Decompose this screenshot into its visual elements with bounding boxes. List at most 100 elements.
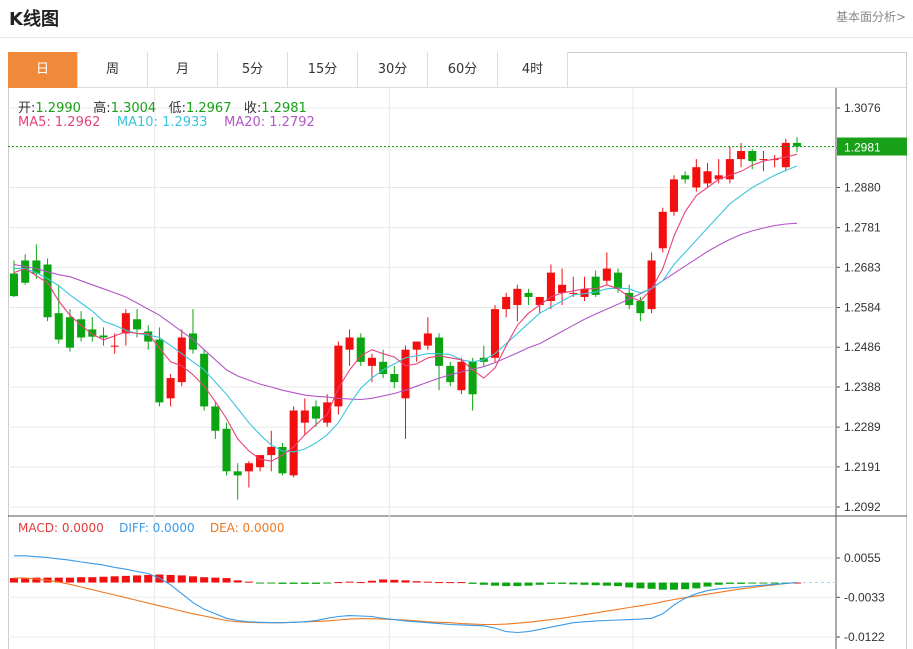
macd-bar bbox=[200, 577, 209, 583]
low-value: 1.2967 bbox=[185, 101, 232, 116]
tab-day[interactable]: 日 bbox=[8, 52, 78, 88]
price-axis: 1.30761.29781.28801.27811.26831.25841.24… bbox=[8, 101, 907, 644]
candle-body bbox=[703, 171, 712, 184]
candle-body bbox=[725, 159, 734, 180]
macd-bar bbox=[256, 582, 265, 584]
candle-body bbox=[356, 337, 365, 362]
macd-info-row: MACD: 0.0000 DIFF: 0.0000 DEA: 0.0000 bbox=[18, 521, 285, 535]
tab-15min[interactable]: 15分 bbox=[288, 52, 358, 88]
macd-bar bbox=[591, 582, 600, 586]
macd-bar bbox=[401, 580, 410, 583]
macd-bar bbox=[490, 582, 500, 586]
candle-body bbox=[9, 273, 19, 297]
macd-bar bbox=[267, 582, 276, 584]
macd-bar bbox=[535, 582, 544, 585]
candle-body bbox=[21, 260, 30, 283]
macd-bar bbox=[770, 582, 779, 584]
candle-body bbox=[256, 455, 265, 468]
candle-body bbox=[323, 402, 332, 423]
candle-body bbox=[636, 301, 645, 314]
open-value: 1.2990 bbox=[35, 101, 81, 116]
price-tick-label: 1.2683 bbox=[844, 260, 881, 274]
macd-bar bbox=[647, 582, 656, 589]
macd-bar bbox=[412, 581, 421, 583]
macd-bar bbox=[546, 582, 555, 584]
diff-value: DIFF: 0.0000 bbox=[119, 521, 195, 535]
candle-body bbox=[513, 288, 522, 306]
macd-bar bbox=[99, 576, 108, 583]
chart-grid bbox=[8, 88, 907, 649]
candle-body bbox=[558, 284, 567, 293]
macd-bar bbox=[468, 582, 477, 584]
tab-5min[interactable]: 5分 bbox=[218, 52, 288, 88]
candle-body bbox=[401, 349, 410, 399]
macd-value: MACD: 0.0000 bbox=[18, 521, 104, 535]
tab-30min[interactable]: 30分 bbox=[358, 52, 428, 88]
ma20-line bbox=[13, 222, 798, 401]
macd-bar bbox=[513, 582, 522, 587]
macd-series bbox=[9, 555, 836, 634]
candle-body bbox=[737, 150, 746, 160]
price-tick-label: 1.3076 bbox=[844, 101, 881, 115]
candle-body bbox=[177, 337, 186, 383]
candle-body bbox=[77, 319, 86, 338]
ma10-value: MA10: 1.2933 bbox=[116, 115, 208, 130]
candle-body bbox=[88, 329, 97, 337]
macd-bar bbox=[748, 582, 757, 584]
candle-body bbox=[367, 357, 376, 366]
tab-underline bbox=[568, 87, 906, 88]
macd-bar bbox=[737, 582, 746, 584]
candle-body bbox=[658, 211, 667, 249]
current-price-badge bbox=[837, 137, 907, 156]
candle-body bbox=[155, 339, 164, 403]
candle-body bbox=[300, 410, 309, 423]
candle-body bbox=[379, 361, 388, 374]
candle-body bbox=[211, 406, 220, 431]
price-tick-label: 1.2781 bbox=[844, 221, 881, 235]
candle-body bbox=[468, 361, 477, 395]
ma-info-row: MA5: 1.2962 MA10: 1.2933 MA20: 1.2792 bbox=[18, 115, 315, 130]
candle-body bbox=[278, 446, 287, 474]
macd-bar bbox=[356, 582, 365, 584]
candle-body bbox=[748, 150, 757, 162]
macd-bar bbox=[614, 582, 623, 587]
macd-bar bbox=[379, 579, 388, 583]
macd-bar bbox=[323, 582, 332, 584]
macd-bar bbox=[479, 582, 488, 585]
diff-line bbox=[14, 555, 798, 634]
macd-bar bbox=[121, 575, 130, 583]
candle-body bbox=[133, 319, 142, 330]
close-value: 1.2981 bbox=[261, 101, 307, 116]
candle-body bbox=[446, 365, 455, 383]
macd-bar bbox=[345, 581, 354, 583]
macd-bar bbox=[222, 578, 231, 583]
macd-bar bbox=[658, 582, 667, 590]
macd-bar bbox=[703, 582, 712, 587]
macd-bar bbox=[77, 577, 86, 583]
candle-body bbox=[222, 428, 231, 472]
macd-bar bbox=[435, 582, 444, 584]
tab-week[interactable]: 周 bbox=[78, 52, 148, 88]
price-tick-label: 1.2880 bbox=[844, 180, 881, 194]
macd-bar bbox=[636, 582, 645, 589]
price-tick-label: 1.2388 bbox=[844, 380, 881, 394]
candle-body bbox=[110, 345, 119, 347]
candle-body bbox=[524, 292, 533, 297]
macd-bar bbox=[367, 580, 376, 583]
price-tick-label: 1.2092 bbox=[844, 500, 881, 514]
macd-tick-label: -0.0033 bbox=[844, 590, 885, 604]
candle-body bbox=[669, 179, 678, 212]
tab-4hour[interactable]: 4时 bbox=[498, 52, 568, 88]
tab-month[interactable]: 月 bbox=[148, 52, 218, 88]
candle-body bbox=[345, 337, 354, 350]
candle-body bbox=[569, 292, 578, 294]
macd-bar bbox=[110, 576, 119, 583]
tab-60min[interactable]: 60分 bbox=[428, 52, 498, 88]
candle-body bbox=[244, 463, 253, 472]
macd-bar bbox=[88, 577, 97, 583]
macd-bar bbox=[558, 582, 567, 584]
fundamental-analysis-link[interactable]: 基本面分析> bbox=[835, 10, 906, 24]
close-label: 收: bbox=[243, 101, 262, 116]
candle-body bbox=[334, 345, 343, 407]
candle-body bbox=[692, 167, 701, 188]
